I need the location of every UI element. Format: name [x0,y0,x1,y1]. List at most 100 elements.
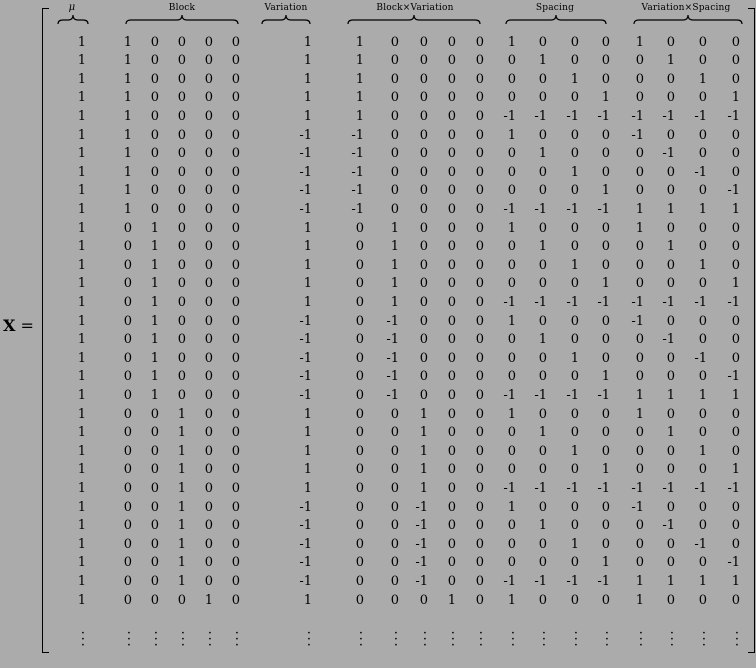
matrix-cell: 0 [390,90,399,106]
matrix-cell: -1 [299,164,312,180]
matrix-cell: 0 [635,183,644,199]
matrix-cell: 0 [177,146,186,162]
matrix-cell: 0 [538,127,547,143]
matrix-cell: 0 [447,499,456,515]
matrix-cell: 0 [475,406,484,422]
matrix-cell: 0 [355,536,364,552]
matrix-cell: 0 [666,257,675,273]
matrix-cell: 0 [123,443,132,459]
matrix-cell: 0 [204,499,213,515]
matrix-cell: 0 [355,425,364,441]
matrix-cell: 0 [601,34,610,50]
matrix-cell: 0 [123,220,132,236]
matrix-cell: 0 [538,592,547,608]
matrix-cell: 0 [698,220,707,236]
matrix-cell: -1 [597,387,610,403]
matrix-cell: 0 [475,462,484,478]
matrix-cell: 0 [731,257,740,273]
continuation-dots: · · · [306,626,311,653]
matrix-cell: -1 [694,480,707,496]
matrix-cell: 0 [601,313,610,329]
matrix-cell: -1 [566,480,579,496]
matrix-cell: 0 [390,480,399,496]
continuation-dots: · · · [207,626,212,653]
matrix-cell: 0 [123,592,132,608]
matrix-cell: 0 [123,536,132,552]
matrix-cell: 1 [601,90,610,106]
matrix-cell: 0 [666,350,675,366]
matrix-cell: 0 [475,555,484,571]
matrix-cell: 0 [150,555,159,571]
matrix-cell: 0 [447,108,456,124]
matrix-cell: -1 [534,480,547,496]
matrix-cell: 1 [635,573,644,589]
matrix-cell: 0 [601,164,610,180]
matrix-cell: 1 [390,239,399,255]
matrix-cell: 0 [390,201,399,217]
matrix-cell: 1 [731,201,740,217]
matrix-cell: 0 [570,276,579,292]
continuation-dots: · · · [669,626,674,653]
matrix-cell: 0 [475,350,484,366]
matrix-cell: 1 [538,239,547,255]
matrix-cell: -1 [503,387,516,403]
matrix-cell: -1 [631,294,644,310]
matrix-cell: 0 [231,294,240,310]
matrix-cell: 0 [150,90,159,106]
matrix-cell: 0 [177,313,186,329]
matrix-cell: 0 [601,239,610,255]
matrix-cell: 0 [177,164,186,180]
matrix-cell: 0 [419,90,428,106]
matrix-cell: 1 [77,257,86,273]
matrix-cell: 0 [731,146,740,162]
matrix-cell: 0 [447,90,456,106]
matrix-cell: -1 [631,313,644,329]
header-spacing: Spacing [535,3,575,13]
matrix-cell: 0 [538,406,547,422]
matrix-cell: -1 [694,536,707,552]
matrix-cell: 0 [731,313,740,329]
matrix-cell: -1 [662,108,675,124]
matrix-cell: 1 [77,573,86,589]
continuation-dots: · · · [701,626,706,653]
matrix-cell: 1 [77,34,86,50]
matrix-cell: 0 [570,555,579,571]
matrix-cell: 1 [419,443,428,459]
matrix-cell: 0 [231,573,240,589]
matrix-cell: -1 [386,369,399,385]
matrix-cell: 0 [123,406,132,422]
matrix-cell: -1 [662,480,675,496]
matrix-cell: 0 [204,369,213,385]
matrix-cell: 1 [666,239,675,255]
matrix-cell: 1 [77,313,86,329]
matrix-cell: 1 [123,127,132,143]
matrix-cell: -1 [631,499,644,515]
matrix-cell: 0 [231,332,240,348]
matrix-cell: 1 [77,480,86,496]
overbraces [57,14,743,25]
continuation-dots: · · · [604,626,609,653]
matrix-cell: 1 [731,462,740,478]
matrix-cell: 0 [698,592,707,608]
header-variation: Variation [264,3,308,13]
matrix-cell: 0 [150,518,159,534]
matrix-cell: 0 [666,127,675,143]
matrix-cell: 0 [204,536,213,552]
matrix-cell: 0 [419,257,428,273]
matrix-cell: 0 [204,220,213,236]
matrix-cell: 0 [419,294,428,310]
matrix-cell: 1 [150,350,159,366]
matrix-cell: 1 [303,462,312,478]
matrix-cell: 0 [475,108,484,124]
matrix-cell: 0 [731,518,740,534]
matrix-cell: 1 [177,573,186,589]
matrix-cell: 1 [355,90,364,106]
matrix-cell: -1 [299,127,312,143]
matrix-cell: 1 [698,387,707,403]
matrix-cell: -1 [299,369,312,385]
matrix-cell: 0 [419,313,428,329]
matrix-cell: 0 [204,480,213,496]
matrix-cell: -1 [662,518,675,534]
matrix-cell: 0 [635,536,644,552]
continuation-dots: · · · [393,626,398,653]
